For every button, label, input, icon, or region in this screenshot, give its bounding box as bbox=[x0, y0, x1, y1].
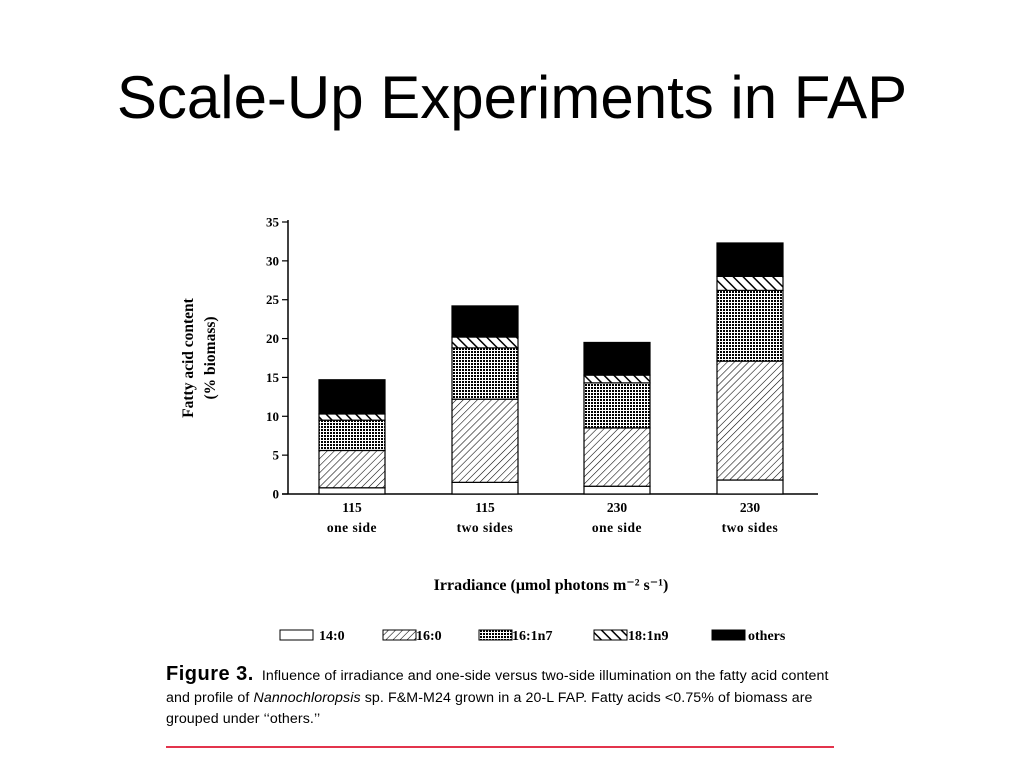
bar-segment-18-1n9-1 bbox=[318, 413, 386, 421]
y-tick-label-0: 0 bbox=[273, 487, 280, 502]
x-tick-label-3-side: one side bbox=[592, 520, 642, 535]
bar-segment-14-0-4 bbox=[716, 479, 784, 495]
legend-swatch-others bbox=[711, 629, 746, 641]
y-tick-label-10: 10 bbox=[266, 409, 279, 424]
y-tick-label-20: 20 bbox=[266, 331, 279, 346]
bar-segment-16-1n7-2 bbox=[451, 347, 519, 400]
legend-swatch-16-0 bbox=[382, 629, 417, 641]
y-tick-label-30: 30 bbox=[266, 253, 279, 268]
figure-caption: Figure 3. Influence of irradiance and one… bbox=[166, 663, 838, 731]
bottom-rule bbox=[166, 746, 834, 748]
y-tick-label-15: 15 bbox=[266, 370, 280, 385]
bar-segment-16-1n7-1 bbox=[318, 419, 386, 452]
x-tick-label-2-side: two sides bbox=[457, 520, 514, 535]
x-tick-label-1-side: one side bbox=[327, 520, 377, 535]
bar-segment-16-0-3 bbox=[583, 427, 651, 487]
caption-text-1: Influence of irradiance and one-side ver… bbox=[166, 668, 829, 706]
x-axis-label: Irradiance (μmol photons m⁻² s⁻¹) bbox=[434, 577, 669, 594]
y-axis-label-line1: Fatty acid content bbox=[180, 297, 197, 418]
bar-segment-16-1n7-4 bbox=[716, 289, 784, 362]
y-tick-label-5: 5 bbox=[273, 448, 280, 463]
y-tick-label-35: 35 bbox=[266, 215, 280, 230]
x-tick-label-1-value: 115 bbox=[342, 500, 362, 515]
y-axis-label: Fatty acid content (% biomass) bbox=[180, 297, 219, 418]
y-tick-label-25: 25 bbox=[266, 292, 280, 307]
bar-segment-14-0-2 bbox=[451, 481, 519, 495]
bar-segment-16-1n7-3 bbox=[583, 382, 651, 429]
x-tick-label-2-value: 115 bbox=[475, 500, 495, 515]
legend-label-18-1n9: 18:1n9 bbox=[628, 629, 668, 644]
legend-swatch-16-1n7 bbox=[478, 629, 513, 641]
caption-text-2: sp. F&M-M24 grown in a 20-L FAP. Fatty a… bbox=[166, 689, 813, 728]
bar-segment-18-1n9-4 bbox=[716, 275, 784, 291]
legend-label-14-0: 14:0 bbox=[319, 629, 345, 644]
bar-segment-18-1n9-2 bbox=[451, 336, 519, 349]
legend-swatch-14-0 bbox=[279, 629, 314, 641]
bar-segment-others-3 bbox=[583, 341, 651, 376]
bar-segment-14-0-3 bbox=[583, 485, 651, 495]
bar-segment-14-0-1 bbox=[318, 487, 386, 495]
bar-segment-18-1n9-3 bbox=[583, 374, 651, 384]
bar-segment-16-0-2 bbox=[451, 398, 519, 483]
bar-segment-16-0-4 bbox=[716, 360, 784, 481]
bar-segment-others-2 bbox=[451, 305, 519, 338]
x-tick-label-4-value: 230 bbox=[740, 500, 761, 515]
legend-label-16-1n7: 16:1n7 bbox=[512, 629, 552, 644]
caption-species: Nannochloropsis bbox=[253, 689, 361, 706]
legend-label-16-0: 16:0 bbox=[416, 629, 442, 644]
slide-title: Scale-Up Experiments in FAP bbox=[116, 64, 908, 131]
figure-label: Figure 3. bbox=[166, 663, 254, 685]
x-tick-label-3-value: 230 bbox=[607, 500, 628, 515]
legend-label-others: others bbox=[748, 629, 786, 644]
bar-segment-others-4 bbox=[716, 242, 784, 278]
legend-swatch-18-1n9 bbox=[593, 629, 628, 641]
x-tick-label-4-side: two sides bbox=[722, 520, 779, 535]
bar-segment-16-0-1 bbox=[318, 449, 386, 489]
bar-segment-others-1 bbox=[318, 379, 386, 415]
stacked-bar-chart: 0 5 10 15 20 25 30 35 115 one side 115 two sides 230… bbox=[180, 215, 818, 644]
y-axis-label-line2: (% biomass) bbox=[202, 316, 219, 399]
